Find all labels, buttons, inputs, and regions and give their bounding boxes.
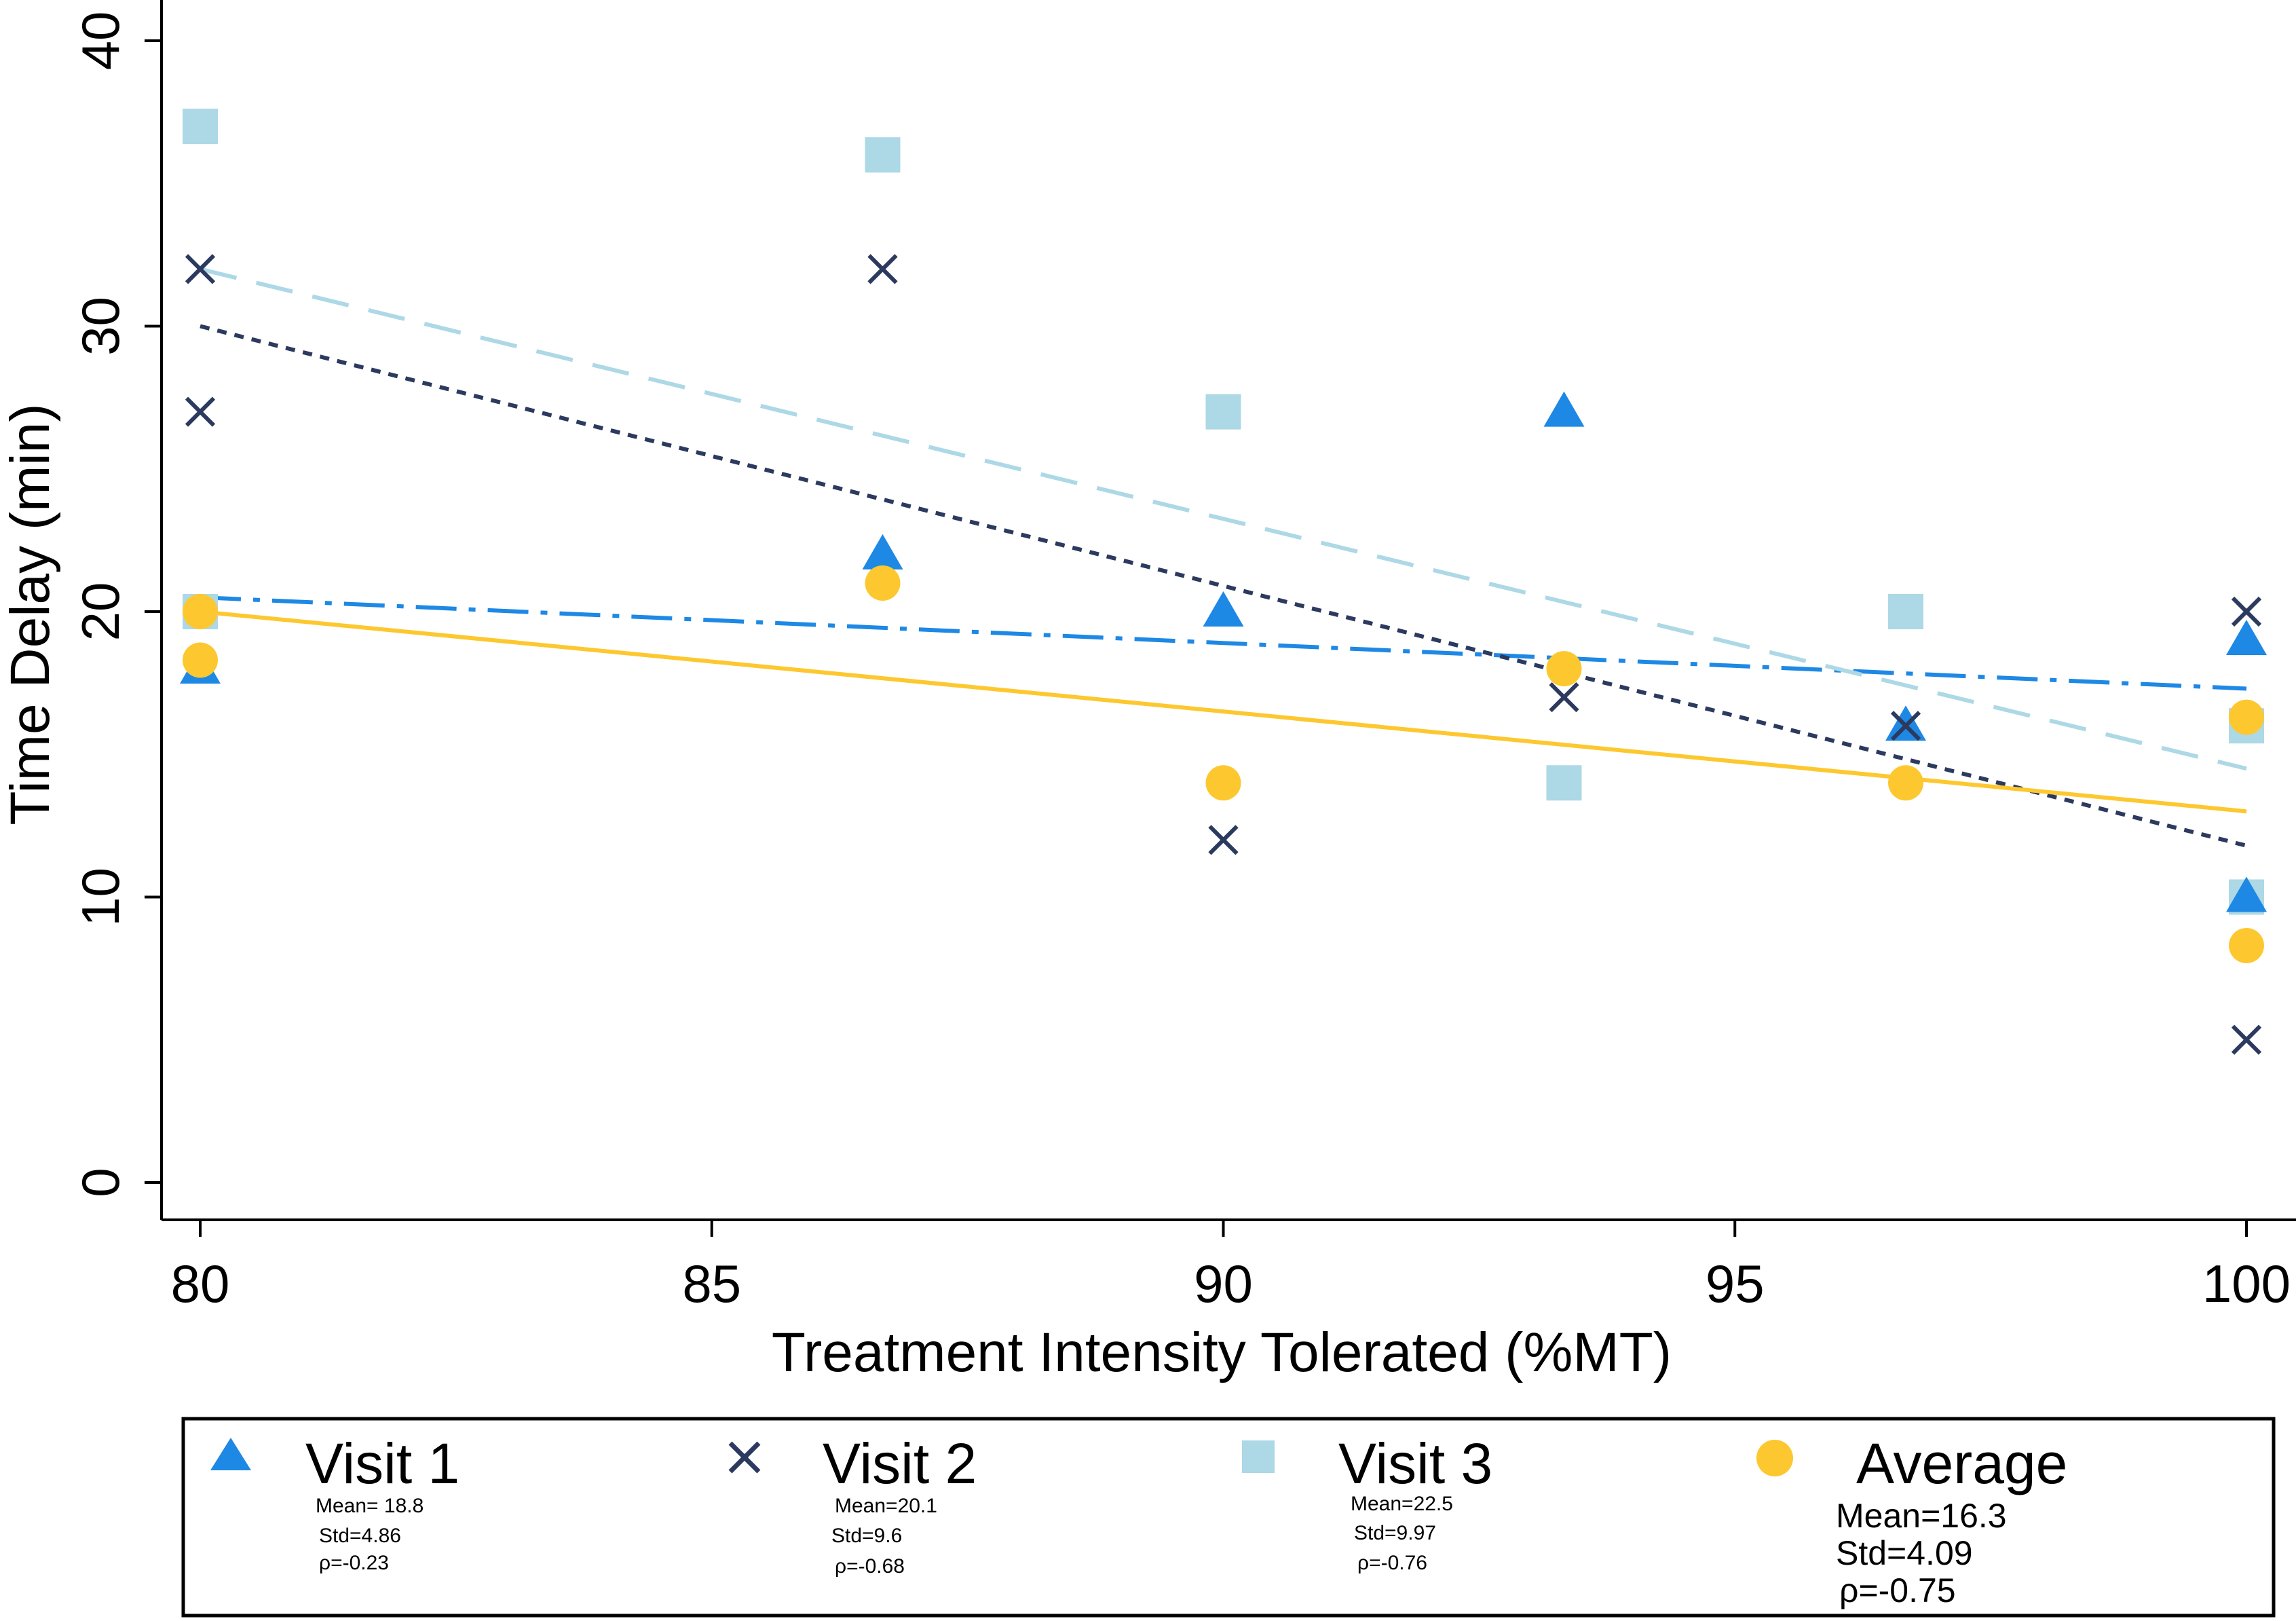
x-tick-label: 80	[171, 1254, 230, 1313]
point-average	[2229, 927, 2264, 963]
point-visit2	[185, 396, 216, 427]
fit-line-visit3	[200, 267, 2247, 771]
point-visit2	[1549, 682, 1579, 713]
legend-rho-visit3: ρ=-0.76	[1357, 1552, 1427, 1574]
legend-triangle-icon	[210, 1438, 251, 1470]
point-visit2	[867, 254, 898, 284]
point-average	[1888, 765, 1924, 801]
fit-lines	[200, 267, 2247, 848]
legend-label-visit2: Visit 2	[823, 1432, 977, 1495]
point-average	[1205, 765, 1241, 801]
point-visit3	[1205, 394, 1241, 430]
point-average	[2229, 699, 2264, 735]
legend-mean-visit1: Mean= 18.8	[316, 1495, 424, 1517]
point-average	[865, 565, 901, 601]
point-visit2	[2231, 596, 2262, 627]
x-tick-label: 95	[1706, 1254, 1765, 1313]
y-tick-label: 40	[71, 12, 130, 71]
legend-label-visit3: Visit 3	[1338, 1432, 1492, 1495]
legend-square-icon	[1242, 1440, 1275, 1473]
legend-mean-visit3: Mean=22.5	[1351, 1493, 1453, 1515]
point-visit3	[183, 109, 218, 145]
axis-ticks: 80 85 90 95 100 0 10 20 30 40	[71, 12, 2291, 1313]
x-tick-label: 90	[1194, 1254, 1253, 1313]
legend-std-visit1: Std=4.86	[319, 1525, 401, 1547]
legend-std-average: Std=4.09	[1836, 1534, 1973, 1572]
x-axis-title: Treatment Intensity Tolerated (%MT)	[772, 1322, 1672, 1383]
x-tick-label: 100	[2202, 1254, 2291, 1313]
point-visit1	[1203, 591, 1244, 627]
point-visit3	[1546, 765, 1582, 801]
fit-line-visit1	[200, 595, 2247, 691]
point-visit3	[1888, 594, 1924, 629]
legend: Visit 1 Mean= 18.8 Std=4.86 ρ=-0.23 Visi…	[181, 1417, 2276, 1618]
point-visit1	[862, 534, 903, 570]
point-visit2	[1890, 711, 1921, 741]
y-tick-label: 10	[71, 868, 130, 927]
point-average	[183, 642, 218, 678]
y-tick-label: 0	[71, 1168, 130, 1197]
legend-mean-average: Mean=16.3	[1836, 1497, 2007, 1535]
point-visit2	[2231, 1024, 2262, 1055]
legend-x-icon	[728, 1441, 761, 1474]
point-visit2	[1208, 825, 1239, 855]
legend-circle-icon	[1756, 1440, 1793, 1476]
y-tick-label: 30	[71, 297, 130, 356]
legend-box	[181, 1417, 2276, 1618]
point-visit2	[185, 254, 216, 284]
point-average	[183, 594, 218, 629]
legend-rho-visit1: ρ=-0.23	[319, 1552, 389, 1574]
x-tick-label: 85	[682, 1254, 741, 1313]
y-tick-label: 20	[71, 582, 130, 641]
data-points	[180, 109, 2267, 1055]
point-visit1	[2226, 620, 2267, 656]
legend-label-visit1: Visit 1	[305, 1432, 459, 1495]
point-average	[1546, 651, 1582, 687]
legend-std-visit2: Std=9.6	[831, 1525, 902, 1547]
legend-rho-visit2: ρ=-0.68	[835, 1555, 905, 1578]
point-visit3	[865, 137, 901, 173]
point-visit1	[2226, 876, 2267, 912]
legend-rho-average: ρ=-0.75	[1839, 1571, 1956, 1609]
legend-label-average: Average	[1856, 1432, 2067, 1495]
legend-mean-visit2: Mean=20.1	[835, 1495, 937, 1517]
y-axis-title: Time Delay (min)	[0, 403, 61, 825]
point-visit1	[1543, 391, 1585, 427]
legend-std-visit3: Std=9.97	[1354, 1522, 1436, 1544]
